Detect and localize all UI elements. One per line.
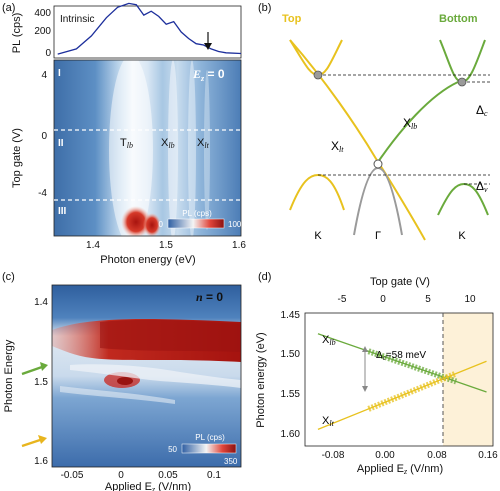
d-xtick: 0.16	[478, 450, 498, 461]
delta-v-label: Δv	[476, 179, 488, 194]
xlb-line-label: Xlb	[322, 334, 336, 347]
heatmap-frame	[53, 59, 242, 237]
bottom-exciton-transition	[377, 81, 459, 163]
gate-heatmap	[54, 60, 241, 236]
yellow-arrow-icon	[21, 435, 47, 448]
peak-label-xlb: Xlb	[161, 137, 175, 150]
valley-label: K	[314, 230, 322, 242]
panel-b: (b) Top Bottom Xlt Xlb Δc Δv K Γ K	[258, 2, 490, 242]
pl-ytick: 200	[34, 26, 51, 37]
panel-d: (d) Top gate (V) -5 0 5 10 Photon energy…	[255, 271, 498, 476]
conduction-minimum-marker	[313, 70, 323, 80]
d-xlabel: Applied Ez (V/nm)	[357, 463, 443, 476]
top-layer-label: Top	[282, 13, 302, 25]
svg-text:1000: 1000	[228, 220, 246, 229]
d-ytick: 1.55	[281, 389, 301, 400]
energy-xtick: 1.6	[232, 240, 246, 251]
region-label: II	[58, 138, 64, 149]
photon-energy-ylabel: Photon Energy	[3, 339, 15, 412]
density-condition-label: n = 0	[196, 290, 223, 304]
panel-a: (a) Intrinsic PL (cps) 400 200 0 I II II…	[2, 2, 246, 266]
valley-label: K	[458, 230, 466, 242]
panel-c-letter: (c)	[2, 271, 15, 283]
gate-ytick: 4	[41, 70, 47, 81]
peak-label-tlb: Tlb	[120, 137, 133, 150]
xlb-label: Xlb	[403, 116, 417, 131]
d-xtick: -0.08	[322, 450, 345, 461]
svg-text:PL (cps): PL (cps)	[195, 433, 225, 442]
d-ytick: 1.60	[281, 429, 301, 440]
xlt-line-label: Xlt	[322, 415, 335, 428]
bottom-layer-label: Bottom	[439, 13, 478, 25]
delta-c-label: Δc	[476, 103, 488, 118]
valley-label: Γ	[375, 230, 381, 242]
c-xtick: 0.1	[207, 470, 221, 481]
panel-a-letter: (a)	[2, 2, 15, 14]
svg-text:50: 50	[168, 445, 177, 454]
bottom-conduction-band-k	[439, 39, 486, 84]
c-ytick: 1.6	[34, 456, 48, 467]
delta-arrow-icon	[362, 346, 368, 392]
pl-ytick: 400	[34, 8, 51, 19]
fit-line-xlb	[317, 333, 487, 393]
d-ytick: 1.45	[281, 310, 301, 321]
delta-c-value-label: Δc=58 meV	[376, 350, 426, 362]
top-gate-tick: 5	[425, 294, 431, 305]
c-xtick: 0.05	[158, 470, 178, 481]
gate-ytick: -4	[38, 188, 47, 199]
pl-spectrum-line	[57, 2, 242, 55]
region-label: I	[58, 68, 61, 79]
pl-trace-label: Intrinsic	[60, 14, 94, 25]
svg-text:PL (cps): PL (cps)	[182, 209, 212, 218]
energy-xlabel: Photon energy (eV)	[100, 254, 195, 266]
energy-xtick: 1.5	[159, 240, 173, 251]
fit-line-xlt	[317, 360, 487, 430]
pl-ytick: 0	[45, 48, 51, 59]
field-condition-label: Ez = 0	[192, 67, 225, 83]
top-gate-tick: -5	[338, 294, 347, 305]
field-heatmap	[52, 285, 241, 467]
d-plot-frame	[304, 312, 494, 447]
pl-plot-frame	[53, 5, 242, 59]
energy-xtick: 1.4	[86, 240, 100, 251]
peak-label-xlt: Xlt	[197, 137, 210, 150]
top-valence-band-k	[289, 173, 345, 211]
panel-d-letter: (d)	[258, 271, 271, 283]
c-ytick: 1.4	[34, 297, 48, 308]
colorbar-c: PL (cps) 50 350	[168, 433, 238, 466]
top-gate-tick: 10	[464, 294, 476, 305]
c-xlabel: Applied Ez (V/nm)	[105, 481, 191, 491]
c-xtick: -0.05	[61, 470, 84, 481]
region-label: III	[58, 206, 67, 217]
gamma-hole-marker	[373, 159, 383, 169]
conduction-minimum-marker	[457, 77, 467, 87]
colorbar-a: PL (cps) 0 1000	[159, 209, 247, 229]
gate-ylabel: Top gate (V)	[11, 128, 23, 188]
pl-ylabel: PL (cps)	[11, 13, 23, 54]
svg-text:350: 350	[224, 457, 238, 466]
field-heatmap-frame	[51, 284, 242, 468]
top-gate-axis-label: Top gate (V)	[370, 276, 430, 288]
c-ytick: 1.5	[34, 377, 48, 388]
gamma-valence-band	[353, 166, 403, 236]
d-xtick: 0.08	[427, 450, 447, 461]
gate-ytick: 0	[41, 131, 47, 142]
svg-text:0: 0	[159, 220, 164, 229]
panel-b-letter: (b)	[258, 2, 271, 14]
xlt-label: Xlt	[331, 139, 344, 154]
c-xtick: 0	[118, 470, 124, 481]
d-ytick: 1.50	[281, 349, 301, 360]
down-arrow-icon	[204, 32, 212, 50]
top-gate-tick: 0	[380, 294, 386, 305]
panel-c: (c) n = 0 Photon Energy 1.4 1.5 1.6 -0.0…	[2, 271, 242, 491]
d-ylabel: Photon energy (eV)	[255, 332, 267, 427]
d-xtick: 0.00	[375, 450, 395, 461]
green-arrow-icon	[21, 362, 48, 376]
